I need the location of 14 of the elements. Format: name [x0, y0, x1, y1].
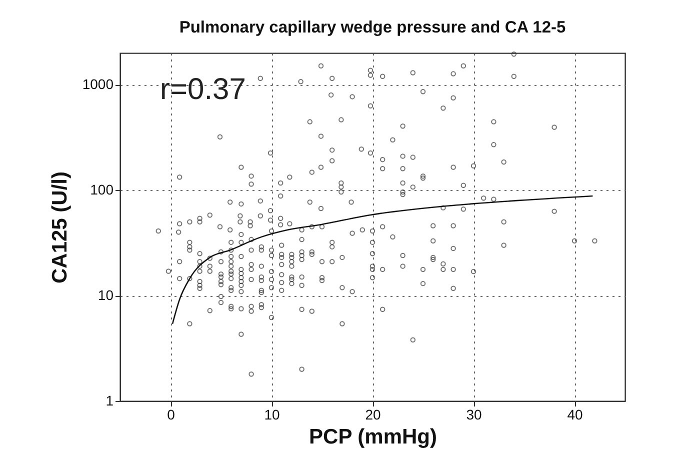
x-tick-label: 10 [264, 406, 280, 422]
y-tick-label: 1 [106, 392, 114, 408]
chart-title: Pulmonary capillary wedge pressure and CA 12-5 [179, 18, 566, 37]
x-tick-label: 0 [167, 406, 176, 422]
x-axis-title: PCP (mmHg) [309, 426, 437, 448]
y-tick-label: 10 [98, 287, 114, 304]
annotation: r=0.37 [160, 73, 246, 106]
x-tick-label: 20 [365, 406, 381, 422]
y-axis-title: CA125 (U/l) [48, 171, 72, 284]
y-tick-label: 100 [90, 182, 114, 198]
x-tick-label: 40 [567, 406, 583, 422]
x-tick-label: 30 [466, 406, 482, 422]
line-series [172, 195, 594, 324]
y-tick-label: 1000 [82, 76, 114, 92]
